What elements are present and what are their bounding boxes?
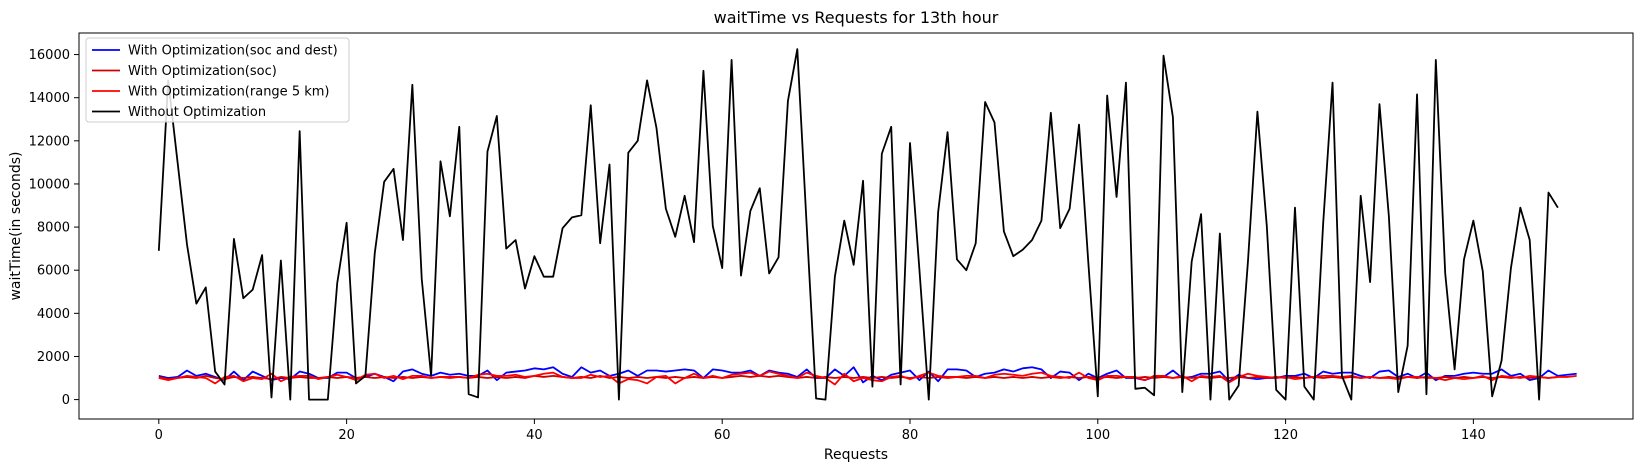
x-tick-label: 100 (1085, 428, 1110, 443)
y-tick-label: 8000 (37, 221, 70, 236)
x-tick-label: 120 (1273, 428, 1298, 443)
x-tick-label: 140 (1461, 428, 1486, 443)
y-tick-label: 16000 (29, 48, 70, 63)
legend-label: Without Optimization (128, 105, 266, 120)
x-tick-label: 20 (338, 428, 355, 443)
chart-title: waitTime vs Requests for 13th hour (714, 8, 999, 27)
y-tick-label: 12000 (29, 134, 70, 149)
y-tick-label: 4000 (37, 307, 70, 322)
plot-frame (78, 32, 1634, 420)
legend-label: With Optimization(soc) (128, 64, 277, 79)
y-tick-label: 6000 (37, 264, 70, 279)
series-line-2 (158, 374, 1558, 381)
legend-box (85, 37, 350, 123)
y-tick-label: 0 (62, 393, 70, 408)
x-tick-label: 0 (155, 428, 163, 443)
legend-label: With Optimization(soc and dest) (128, 44, 338, 59)
legend: With Optimization(soc and dest) With Opti… (85, 37, 350, 123)
y-tick-label: 2000 (37, 350, 70, 365)
x-axis-label: Requests (824, 447, 888, 463)
y-axis-label: waitTime(in seconds) (8, 151, 24, 300)
series-lines (157, 48, 1577, 401)
x-tick-label: 80 (902, 428, 919, 443)
y-tick-label: 14000 (29, 91, 70, 106)
series-line-4 (157, 48, 1559, 401)
y-tick-label: 10000 (29, 177, 70, 192)
x-tick-label: 60 (714, 428, 731, 443)
legend-label: With Optimization(range 5 km) (128, 85, 329, 100)
axes: 0 20 40 60 80 100 120 140 0 2000 4000 6000 8000 10000… (29, 48, 1486, 443)
x-tick-label: 40 (526, 428, 543, 443)
series-line-3 (158, 370, 1577, 386)
